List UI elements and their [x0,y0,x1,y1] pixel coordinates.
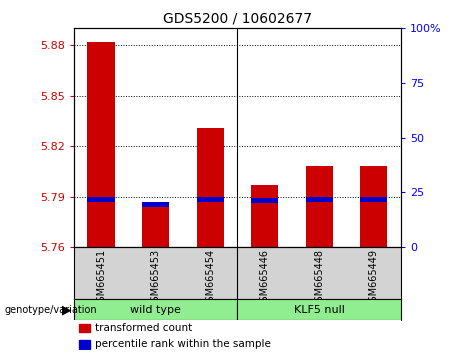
Bar [142,201,169,207]
Text: wild type: wild type [130,305,181,315]
Text: GSM665446: GSM665446 [260,249,270,308]
Bar [306,166,333,247]
Text: transformed count: transformed count [95,323,192,333]
Bar [79,324,90,332]
Bar [251,198,278,203]
Text: GSM665449: GSM665449 [369,249,379,308]
Title: GDS5200 / 10602677: GDS5200 / 10602677 [163,12,312,26]
Bar [142,203,169,247]
Bar [360,166,387,247]
Bar [360,196,387,201]
Bar [74,299,237,320]
Bar [88,42,115,247]
Text: ▶: ▶ [62,303,71,316]
Text: GSM665454: GSM665454 [205,249,215,308]
Text: KLF5 null: KLF5 null [294,305,345,315]
Bar [237,299,401,320]
Bar [79,340,90,349]
Text: genotype/variation: genotype/variation [5,305,97,315]
Text: GSM665448: GSM665448 [314,249,324,308]
Text: GSM665453: GSM665453 [151,249,160,308]
Bar [306,196,333,201]
Text: percentile rank within the sample: percentile rank within the sample [95,339,271,349]
Text: GSM665451: GSM665451 [96,249,106,308]
Bar [88,196,115,201]
Bar [251,185,278,247]
Bar [196,127,224,247]
Bar [196,196,224,201]
